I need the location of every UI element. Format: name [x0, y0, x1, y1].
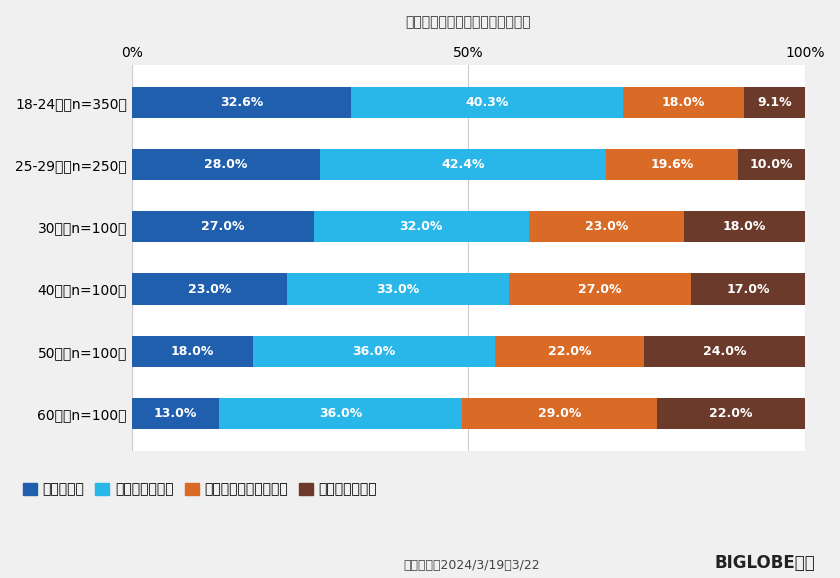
Bar [657, 398, 806, 429]
Text: 19.6%: 19.6% [650, 158, 694, 171]
Text: 28.0%: 28.0% [204, 158, 248, 171]
Text: 9.1%: 9.1% [758, 96, 792, 109]
Text: 18.0%: 18.0% [662, 96, 705, 109]
Text: 32.0%: 32.0% [400, 220, 443, 234]
Bar [496, 336, 643, 367]
Bar [313, 211, 529, 242]
Bar [132, 398, 219, 429]
Title: 在宅勤務ができる会社で側きたい: 在宅勤務ができる会社で側きたい [406, 15, 532, 29]
Text: 17.0%: 17.0% [727, 283, 769, 295]
Text: 32.6%: 32.6% [220, 96, 263, 109]
Bar [286, 273, 509, 305]
Text: 22.0%: 22.0% [710, 407, 753, 420]
Bar [132, 336, 253, 367]
Bar [529, 211, 684, 242]
Bar [690, 273, 806, 305]
Bar [684, 211, 806, 242]
Text: 24.0%: 24.0% [703, 345, 746, 358]
Bar [132, 273, 286, 305]
Legend: あてはまる, ややあてはまる, あまりあてはまらない, あてはまらない: あてはまる, ややあてはまる, あまりあてはまらない, あてはまらない [18, 477, 382, 502]
Text: 36.0%: 36.0% [319, 407, 362, 420]
Text: 18.0%: 18.0% [723, 220, 766, 234]
Bar [351, 87, 622, 118]
Text: 27.0%: 27.0% [578, 283, 622, 295]
Bar [738, 149, 806, 180]
Bar [643, 336, 806, 367]
Text: 36.0%: 36.0% [353, 345, 396, 358]
Bar [744, 87, 806, 118]
Bar [320, 149, 606, 180]
Text: 42.4%: 42.4% [441, 158, 485, 171]
Text: 27.0%: 27.0% [201, 220, 244, 234]
Text: 13.0%: 13.0% [154, 407, 197, 420]
Bar [253, 336, 496, 367]
Text: 23.0%: 23.0% [187, 283, 231, 295]
Bar [606, 149, 738, 180]
Text: BIGLOBE調べ: BIGLOBE調べ [714, 554, 815, 572]
Bar [132, 211, 313, 242]
Text: 40.3%: 40.3% [465, 96, 509, 109]
Text: 22.0%: 22.0% [548, 345, 591, 358]
Bar [132, 149, 320, 180]
Bar [622, 87, 744, 118]
Text: 18.0%: 18.0% [171, 345, 214, 358]
Text: 33.0%: 33.0% [376, 283, 419, 295]
Bar [509, 273, 690, 305]
Bar [219, 398, 462, 429]
Text: 29.0%: 29.0% [538, 407, 581, 420]
Bar [132, 87, 351, 118]
Text: 10.0%: 10.0% [750, 158, 793, 171]
Text: 調査期間：2024/3/19～3/22: 調査期間：2024/3/19～3/22 [403, 560, 540, 572]
Bar [462, 398, 657, 429]
Text: 23.0%: 23.0% [585, 220, 628, 234]
